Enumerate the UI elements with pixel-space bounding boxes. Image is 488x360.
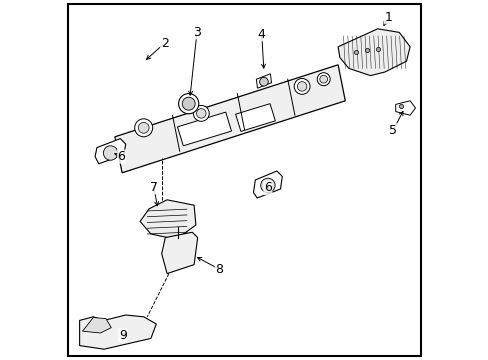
Polygon shape [115, 65, 345, 173]
Circle shape [182, 97, 195, 110]
Text: 6: 6 [117, 150, 125, 163]
Text: 9: 9 [119, 329, 126, 342]
Bar [235, 104, 275, 131]
Circle shape [317, 73, 329, 86]
Text: 7: 7 [149, 181, 158, 194]
Circle shape [178, 94, 199, 114]
Text: 4: 4 [257, 28, 265, 41]
Polygon shape [253, 171, 282, 198]
Circle shape [193, 105, 209, 121]
Circle shape [134, 119, 152, 137]
Circle shape [138, 122, 149, 133]
Polygon shape [395, 101, 415, 115]
Circle shape [260, 178, 275, 193]
Polygon shape [140, 200, 196, 239]
Circle shape [103, 146, 118, 160]
Polygon shape [95, 139, 125, 164]
Circle shape [259, 77, 268, 86]
Bar [177, 112, 231, 146]
Text: 3: 3 [193, 26, 201, 39]
Text: 1: 1 [384, 11, 392, 24]
Circle shape [319, 75, 327, 83]
Circle shape [196, 109, 205, 118]
Polygon shape [256, 74, 271, 88]
Polygon shape [337, 29, 409, 76]
Text: 6: 6 [264, 181, 271, 194]
Circle shape [294, 78, 309, 94]
Text: 5: 5 [388, 124, 396, 137]
Polygon shape [82, 318, 111, 333]
Text: 2: 2 [161, 37, 168, 50]
Text: 8: 8 [215, 263, 223, 276]
Polygon shape [80, 315, 156, 349]
Polygon shape [162, 232, 197, 274]
Circle shape [297, 82, 306, 91]
